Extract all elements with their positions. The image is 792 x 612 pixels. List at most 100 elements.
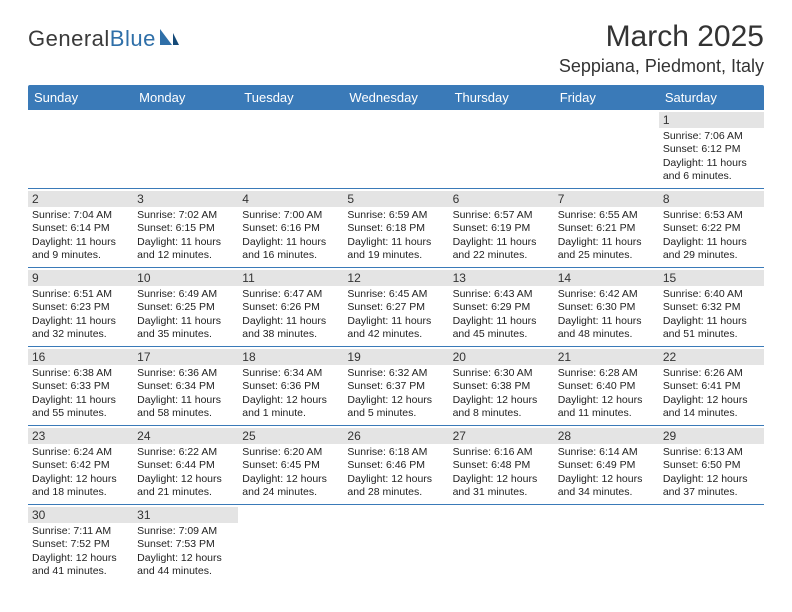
day-details: Sunrise: 6:36 AMSunset: 6:34 PMDaylight:…: [137, 367, 234, 421]
sunset: Sunset: 6:18 PM: [347, 222, 444, 235]
sunset: Sunset: 6:22 PM: [663, 222, 760, 235]
day-cell: 10Sunrise: 6:49 AMSunset: 6:25 PMDayligh…: [133, 268, 238, 347]
day-details: Sunrise: 6:49 AMSunset: 6:25 PMDaylight:…: [137, 288, 234, 342]
daylight: Daylight: 11 hours and 29 minutes.: [663, 236, 760, 263]
day-cell: 6Sunrise: 6:57 AMSunset: 6:19 PMDaylight…: [449, 189, 554, 268]
day-details: Sunrise: 7:02 AMSunset: 6:15 PMDaylight:…: [137, 209, 234, 263]
sunrise: Sunrise: 6:51 AM: [32, 288, 129, 301]
daylight: Daylight: 11 hours and 42 minutes.: [347, 315, 444, 342]
day-cell: 29Sunrise: 6:13 AMSunset: 6:50 PMDayligh…: [659, 426, 764, 505]
sunset: Sunset: 6:33 PM: [32, 380, 129, 393]
sunrise: Sunrise: 7:09 AM: [137, 525, 234, 538]
day-header: Tuesday: [238, 85, 343, 110]
sunrise: Sunrise: 6:43 AM: [453, 288, 550, 301]
day-details: Sunrise: 6:43 AMSunset: 6:29 PMDaylight:…: [453, 288, 550, 342]
sunset: Sunset: 6:27 PM: [347, 301, 444, 314]
daylight: Daylight: 12 hours and 1 minute.: [242, 394, 339, 421]
day-cell: 26Sunrise: 6:18 AMSunset: 6:46 PMDayligh…: [343, 426, 448, 505]
day-number: 8: [659, 191, 764, 207]
sunrise: Sunrise: 6:45 AM: [347, 288, 444, 301]
day-cell: 15Sunrise: 6:40 AMSunset: 6:32 PMDayligh…: [659, 268, 764, 347]
day-header: Monday: [133, 85, 238, 110]
daylight: Daylight: 12 hours and 8 minutes.: [453, 394, 550, 421]
daylight: Daylight: 11 hours and 9 minutes.: [32, 236, 129, 263]
day-cell: 16 Sunrise: 6:38 AMSunset: 6:33 PMDayligh…: [28, 347, 133, 426]
sunrise: Sunrise: 6:18 AM: [347, 446, 444, 459]
brand-part1: General: [28, 26, 110, 52]
day-details: Sunrise: 6:40 AMSunset: 6:32 PMDaylight:…: [663, 288, 760, 342]
sunset: Sunset: 6:46 PM: [347, 459, 444, 472]
day-number: 19: [343, 349, 448, 365]
day-header: Thursday: [449, 85, 554, 110]
brand-logo: General Blue: [28, 26, 180, 52]
day-cell: 19Sunrise: 6:32 AMSunset: 6:37 PMDayligh…: [343, 347, 448, 426]
day-details: Sunrise: 6:51 AMSunset: 6:23 PMDaylight:…: [32, 288, 129, 342]
calendar-head: SundayMondayTuesdayWednesdayThursdayFrid…: [28, 85, 764, 110]
sunrise: Sunrise: 6:22 AM: [137, 446, 234, 459]
sunrise: Sunrise: 6:30 AM: [453, 367, 550, 380]
daylight: Daylight: 12 hours and 28 minutes.: [347, 473, 444, 500]
day-number: 20: [449, 349, 554, 365]
sunset: Sunset: 6:26 PM: [242, 301, 339, 314]
day-details: Sunrise: 6:55 AMSunset: 6:21 PMDaylight:…: [558, 209, 655, 263]
sunset: Sunset: 7:52 PM: [32, 538, 129, 551]
sunrise: Sunrise: 6:57 AM: [453, 209, 550, 222]
day-details: Sunrise: 7:11 AMSunset: 7:52 PMDaylight:…: [32, 525, 129, 579]
sunrise: Sunrise: 7:04 AM: [32, 209, 129, 222]
day-cell: 31 Sunrise: 7:09 AMSunset: 7:53 PMDayligh…: [133, 505, 238, 584]
day-details: Sunrise: 6:53 AMSunset: 6:22 PMDaylight:…: [663, 209, 760, 263]
sunrise: Sunrise: 6:16 AM: [453, 446, 550, 459]
daylight: Daylight: 12 hours and 18 minutes.: [32, 473, 129, 500]
day-number: 16: [28, 349, 133, 365]
sunset: Sunset: 6:30 PM: [558, 301, 655, 314]
day-details: Sunrise: 6:45 AMSunset: 6:27 PMDaylight:…: [347, 288, 444, 342]
day-cell: 1Sunrise: 7:06 AMSunset: 6:12 PMDaylight…: [659, 110, 764, 189]
empty-cell: [238, 110, 343, 189]
day-number: 25: [238, 428, 343, 444]
calendar-body: 1Sunrise: 7:06 AMSunset: 6:12 PMDaylight…: [28, 110, 764, 583]
day-details: Sunrise: 6:30 AMSunset: 6:38 PMDaylight:…: [453, 367, 550, 421]
daylight: Daylight: 12 hours and 14 minutes.: [663, 394, 760, 421]
daylight: Daylight: 11 hours and 55 minutes.: [32, 394, 129, 421]
day-cell: 30Sunrise: 7:11 AMSunset: 7:52 PMDayligh…: [28, 505, 133, 584]
daylight: Daylight: 12 hours and 37 minutes.: [663, 473, 760, 500]
empty-cell: [554, 110, 659, 189]
empty-cell: [238, 505, 343, 584]
daylight: Daylight: 12 hours and 21 minutes.: [137, 473, 234, 500]
empty-cell: [343, 505, 448, 584]
daylight: Daylight: 11 hours and 58 minutes.: [137, 394, 234, 421]
sunrise: Sunrise: 6:26 AM: [663, 367, 760, 380]
sunrise: Sunrise: 6:28 AM: [558, 367, 655, 380]
sunrise: Sunrise: 6:20 AM: [242, 446, 339, 459]
sunset: Sunset: 6:42 PM: [32, 459, 129, 472]
day-cell: 27Sunrise: 6:16 AMSunset: 6:48 PMDayligh…: [449, 426, 554, 505]
day-number: 24: [133, 428, 238, 444]
day-cell: 14Sunrise: 6:42 AMSunset: 6:30 PMDayligh…: [554, 268, 659, 347]
sunrise: Sunrise: 6:34 AM: [242, 367, 339, 380]
day-cell: 9Sunrise: 6:51 AMSunset: 6:23 PMDaylight…: [28, 268, 133, 347]
sunrise: Sunrise: 6:14 AM: [558, 446, 655, 459]
day-number: 31: [133, 507, 238, 523]
day-header: Wednesday: [343, 85, 448, 110]
daylight: Daylight: 11 hours and 38 minutes.: [242, 315, 339, 342]
day-cell: 25Sunrise: 6:20 AMSunset: 6:45 PMDayligh…: [238, 426, 343, 505]
sunrise: Sunrise: 6:47 AM: [242, 288, 339, 301]
sunrise: Sunrise: 6:42 AM: [558, 288, 655, 301]
day-number: 6: [449, 191, 554, 207]
sunset: Sunset: 6:49 PM: [558, 459, 655, 472]
daylight: Daylight: 12 hours and 41 minutes.: [32, 552, 129, 579]
day-number: 5: [343, 191, 448, 207]
day-details: Sunrise: 7:06 AMSunset: 6:12 PMDaylight:…: [663, 130, 760, 184]
day-details: Sunrise: 7:00 AMSunset: 6:16 PMDaylight:…: [242, 209, 339, 263]
day-details: Sunrise: 6:59 AMSunset: 6:18 PMDaylight:…: [347, 209, 444, 263]
sunset: Sunset: 6:36 PM: [242, 380, 339, 393]
day-details: Sunrise: 7:09 AMSunset: 7:53 PMDaylight:…: [137, 525, 234, 579]
day-cell: 2Sunrise: 7:04 AMSunset: 6:14 PMDaylight…: [28, 189, 133, 268]
day-number: 27: [449, 428, 554, 444]
day-details: Sunrise: 6:38 AMSunset: 6:33 PMDaylight:…: [32, 367, 129, 421]
sunrise: Sunrise: 6:38 AM: [32, 367, 129, 380]
day-cell: 3Sunrise: 7:02 AMSunset: 6:15 PMDaylight…: [133, 189, 238, 268]
calendar-row: 30Sunrise: 7:11 AMSunset: 7:52 PMDayligh…: [28, 505, 764, 584]
sunset: Sunset: 6:25 PM: [137, 301, 234, 314]
daylight: Daylight: 11 hours and 32 minutes.: [32, 315, 129, 342]
